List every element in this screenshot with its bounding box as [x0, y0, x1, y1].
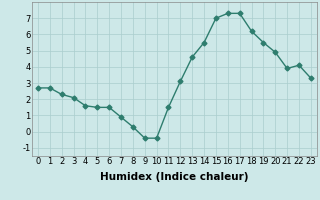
X-axis label: Humidex (Indice chaleur): Humidex (Indice chaleur): [100, 172, 249, 182]
